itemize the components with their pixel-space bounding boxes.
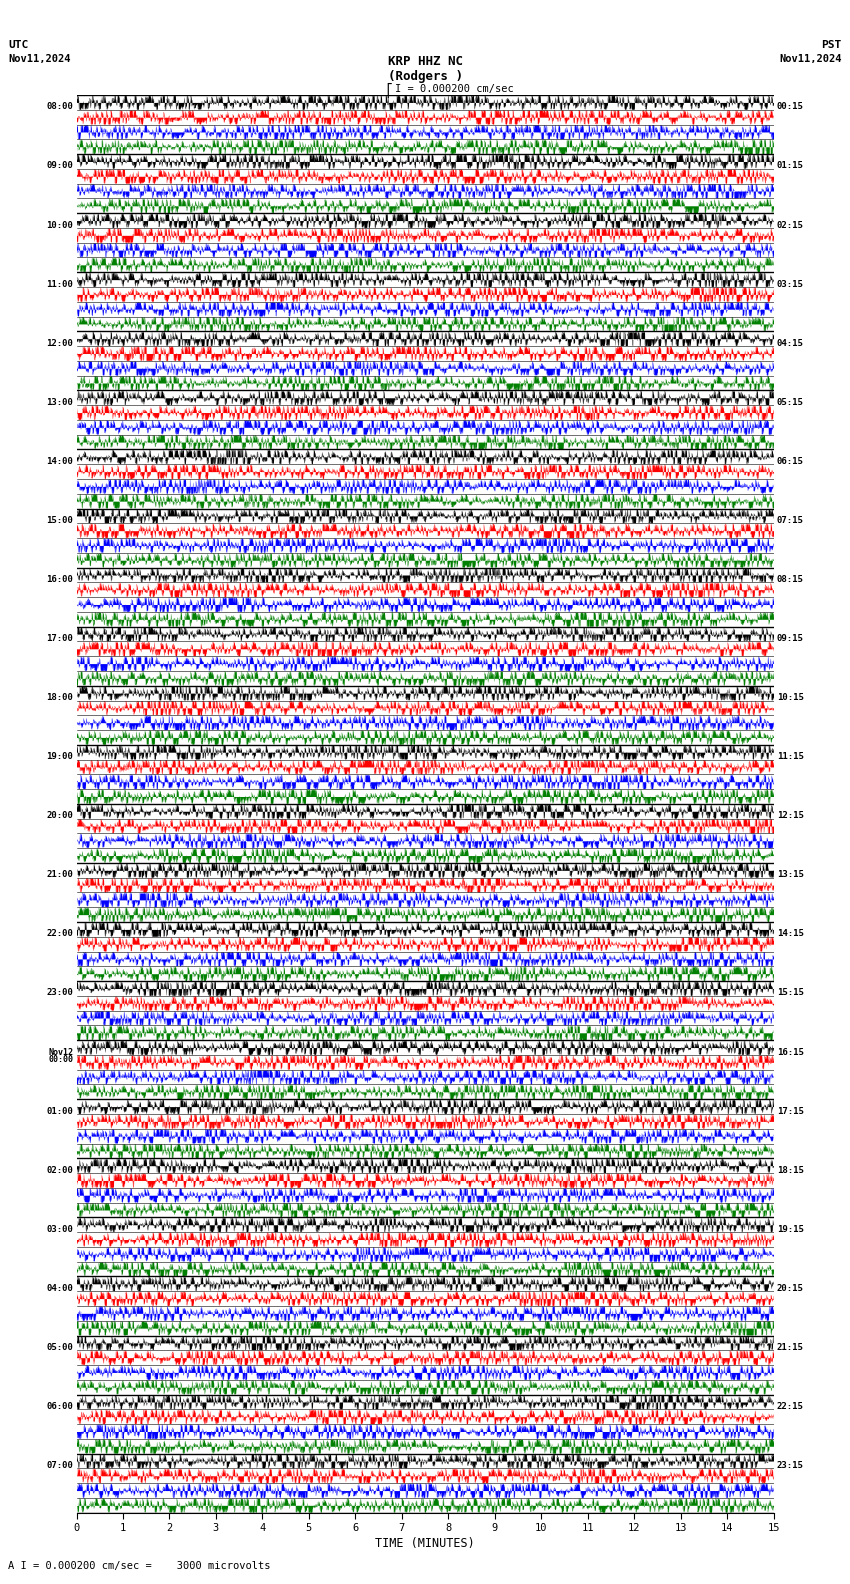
Text: 10:00: 10:00 [46,220,73,230]
Text: 06:15: 06:15 [777,456,804,466]
Text: 19:00: 19:00 [46,752,73,762]
Text: 22:00: 22:00 [46,930,73,938]
Text: 19:15: 19:15 [777,1224,804,1234]
Text: 18:00: 18:00 [46,694,73,702]
Text: 20:00: 20:00 [46,811,73,821]
Text: 17:00: 17:00 [46,634,73,643]
Text: 21:00: 21:00 [46,870,73,879]
Text: Nov12: Nov12 [48,1047,73,1057]
Text: 06:00: 06:00 [46,1402,73,1411]
Text: 12:00: 12:00 [46,339,73,348]
Text: 04:15: 04:15 [777,339,804,348]
Text: ⎡: ⎡ [386,82,393,98]
Text: 13:15: 13:15 [777,870,804,879]
Text: 11:15: 11:15 [777,752,804,762]
Text: 11:00: 11:00 [46,280,73,288]
Text: 23:15: 23:15 [777,1460,804,1470]
Text: PST: PST [821,40,842,49]
Text: 09:15: 09:15 [777,634,804,643]
Text: 07:15: 07:15 [777,516,804,524]
Text: 16:00: 16:00 [46,575,73,584]
Text: Nov11,2024: Nov11,2024 [8,54,71,63]
Text: I = 0.000200 cm/sec: I = 0.000200 cm/sec [395,84,514,93]
Text: 02:00: 02:00 [46,1166,73,1175]
Text: 08:15: 08:15 [777,575,804,584]
Text: 00:15: 00:15 [777,103,804,111]
Text: 23:00: 23:00 [46,988,73,998]
Text: 02:15: 02:15 [777,220,804,230]
Text: 01:00: 01:00 [46,1107,73,1115]
Text: 10:15: 10:15 [777,694,804,702]
Text: 16:15: 16:15 [777,1047,804,1057]
Text: (Rodgers ): (Rodgers ) [388,70,462,82]
Text: 17:15: 17:15 [777,1107,804,1115]
Text: 08:00: 08:00 [46,103,73,111]
Text: 03:15: 03:15 [777,280,804,288]
Text: 00:00: 00:00 [48,1055,73,1064]
Text: 20:15: 20:15 [777,1283,804,1293]
Text: 14:00: 14:00 [46,456,73,466]
Text: UTC: UTC [8,40,29,49]
Text: 12:15: 12:15 [777,811,804,821]
Text: 22:15: 22:15 [777,1402,804,1411]
Text: 01:15: 01:15 [777,162,804,171]
Text: 15:00: 15:00 [46,516,73,524]
Text: 13:00: 13:00 [46,398,73,407]
Text: Nov11,2024: Nov11,2024 [779,54,842,63]
Text: 14:15: 14:15 [777,930,804,938]
Text: 03:00: 03:00 [46,1224,73,1234]
Text: 09:00: 09:00 [46,162,73,171]
Text: KRP HHZ NC: KRP HHZ NC [388,55,462,68]
X-axis label: TIME (MINUTES): TIME (MINUTES) [375,1538,475,1551]
Text: A I = 0.000200 cm/sec =    3000 microvolts: A I = 0.000200 cm/sec = 3000 microvolts [8,1562,271,1571]
Text: 07:00: 07:00 [46,1460,73,1470]
Text: 04:00: 04:00 [46,1283,73,1293]
Text: 18:15: 18:15 [777,1166,804,1175]
Text: 05:00: 05:00 [46,1343,73,1351]
Text: 05:15: 05:15 [777,398,804,407]
Text: 21:15: 21:15 [777,1343,804,1351]
Text: 15:15: 15:15 [777,988,804,998]
